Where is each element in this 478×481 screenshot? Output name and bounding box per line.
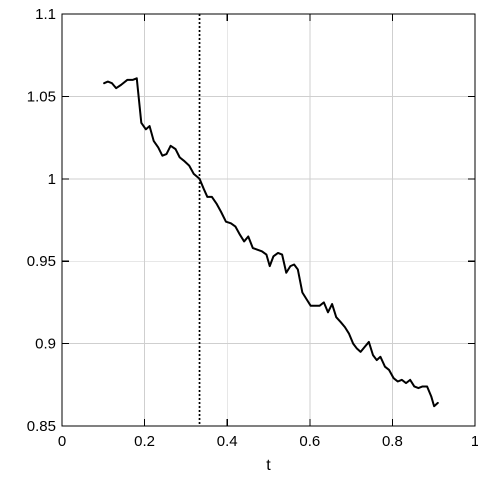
- y-tick-label-0: 0.85: [27, 418, 56, 435]
- grid-layer: [62, 14, 475, 426]
- y-tick-label-4: 1.05: [27, 88, 56, 105]
- series-layer: [103, 77, 439, 408]
- x-axis-title: t: [266, 457, 271, 474]
- plot-frame: [61, 13, 476, 427]
- y-tick-label-2: 0.95: [27, 253, 56, 270]
- series-line-0: [103, 77, 439, 408]
- tick-layer: [61, 13, 476, 427]
- tick-label-layer: 0 0.2 0.4 0.6 0.8 1 0.85 0.9 0.95 1 1.05 1.1: [27, 6, 478, 450]
- x-tick-label-1: 0.2: [134, 433, 155, 450]
- y-tick-label-3: 1: [48, 171, 56, 188]
- x-tick-label-4: 0.8: [382, 433, 403, 450]
- plot-frame-layer: [61, 13, 476, 427]
- x-tick-label-5: 1: [471, 433, 478, 450]
- x-tick-label-0: 0: [58, 433, 66, 450]
- x-tick-label-3: 0.6: [299, 433, 320, 450]
- x-tick-label-2: 0.4: [217, 433, 238, 450]
- y-tick-label-5: 1.1: [35, 6, 56, 23]
- y-tick-label-1: 0.9: [35, 336, 56, 353]
